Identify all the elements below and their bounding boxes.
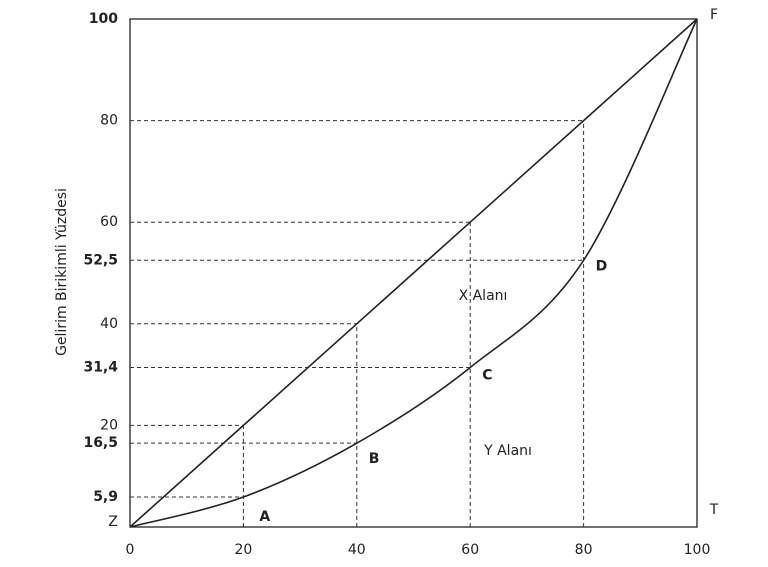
x-tick-label: 80 (575, 542, 593, 558)
y-tick-label: 100 (89, 11, 118, 27)
point-label: A (259, 509, 270, 525)
y-tick-label: 16,5 (83, 435, 118, 451)
x-tick-label: 20 (234, 542, 252, 558)
point-label: C (482, 367, 492, 383)
y-tick-label: 60 (100, 214, 118, 230)
lorenz-curve (129, 18, 698, 528)
x-tick-label: 60 (461, 542, 479, 558)
equality-line (129, 18, 698, 528)
area-label: Y Alanı (483, 443, 532, 459)
x-tick-label: 100 (684, 542, 711, 558)
y-tick-label: 20 (100, 417, 118, 433)
y-axis-label: Gelirim Birikimli Yüzdesi (54, 188, 70, 356)
y-tick-label: 40 (100, 316, 118, 332)
corner-label: F (710, 7, 718, 23)
point-label: B (369, 451, 380, 467)
y-tick-label: 52,5 (83, 252, 118, 268)
point-label: D (596, 258, 608, 274)
area-label: X Alanı (459, 288, 508, 304)
corner-label: Z (108, 514, 118, 530)
plot-frame (129, 18, 698, 528)
corner-label: T (709, 502, 719, 518)
y-tick-label: 31,4 (83, 359, 118, 375)
y-tick-label: 5,9 (93, 489, 118, 505)
y-tick-label: 80 (100, 113, 118, 129)
x-tick-label: 40 (348, 542, 366, 558)
x-tick-label: 0 (126, 542, 135, 558)
